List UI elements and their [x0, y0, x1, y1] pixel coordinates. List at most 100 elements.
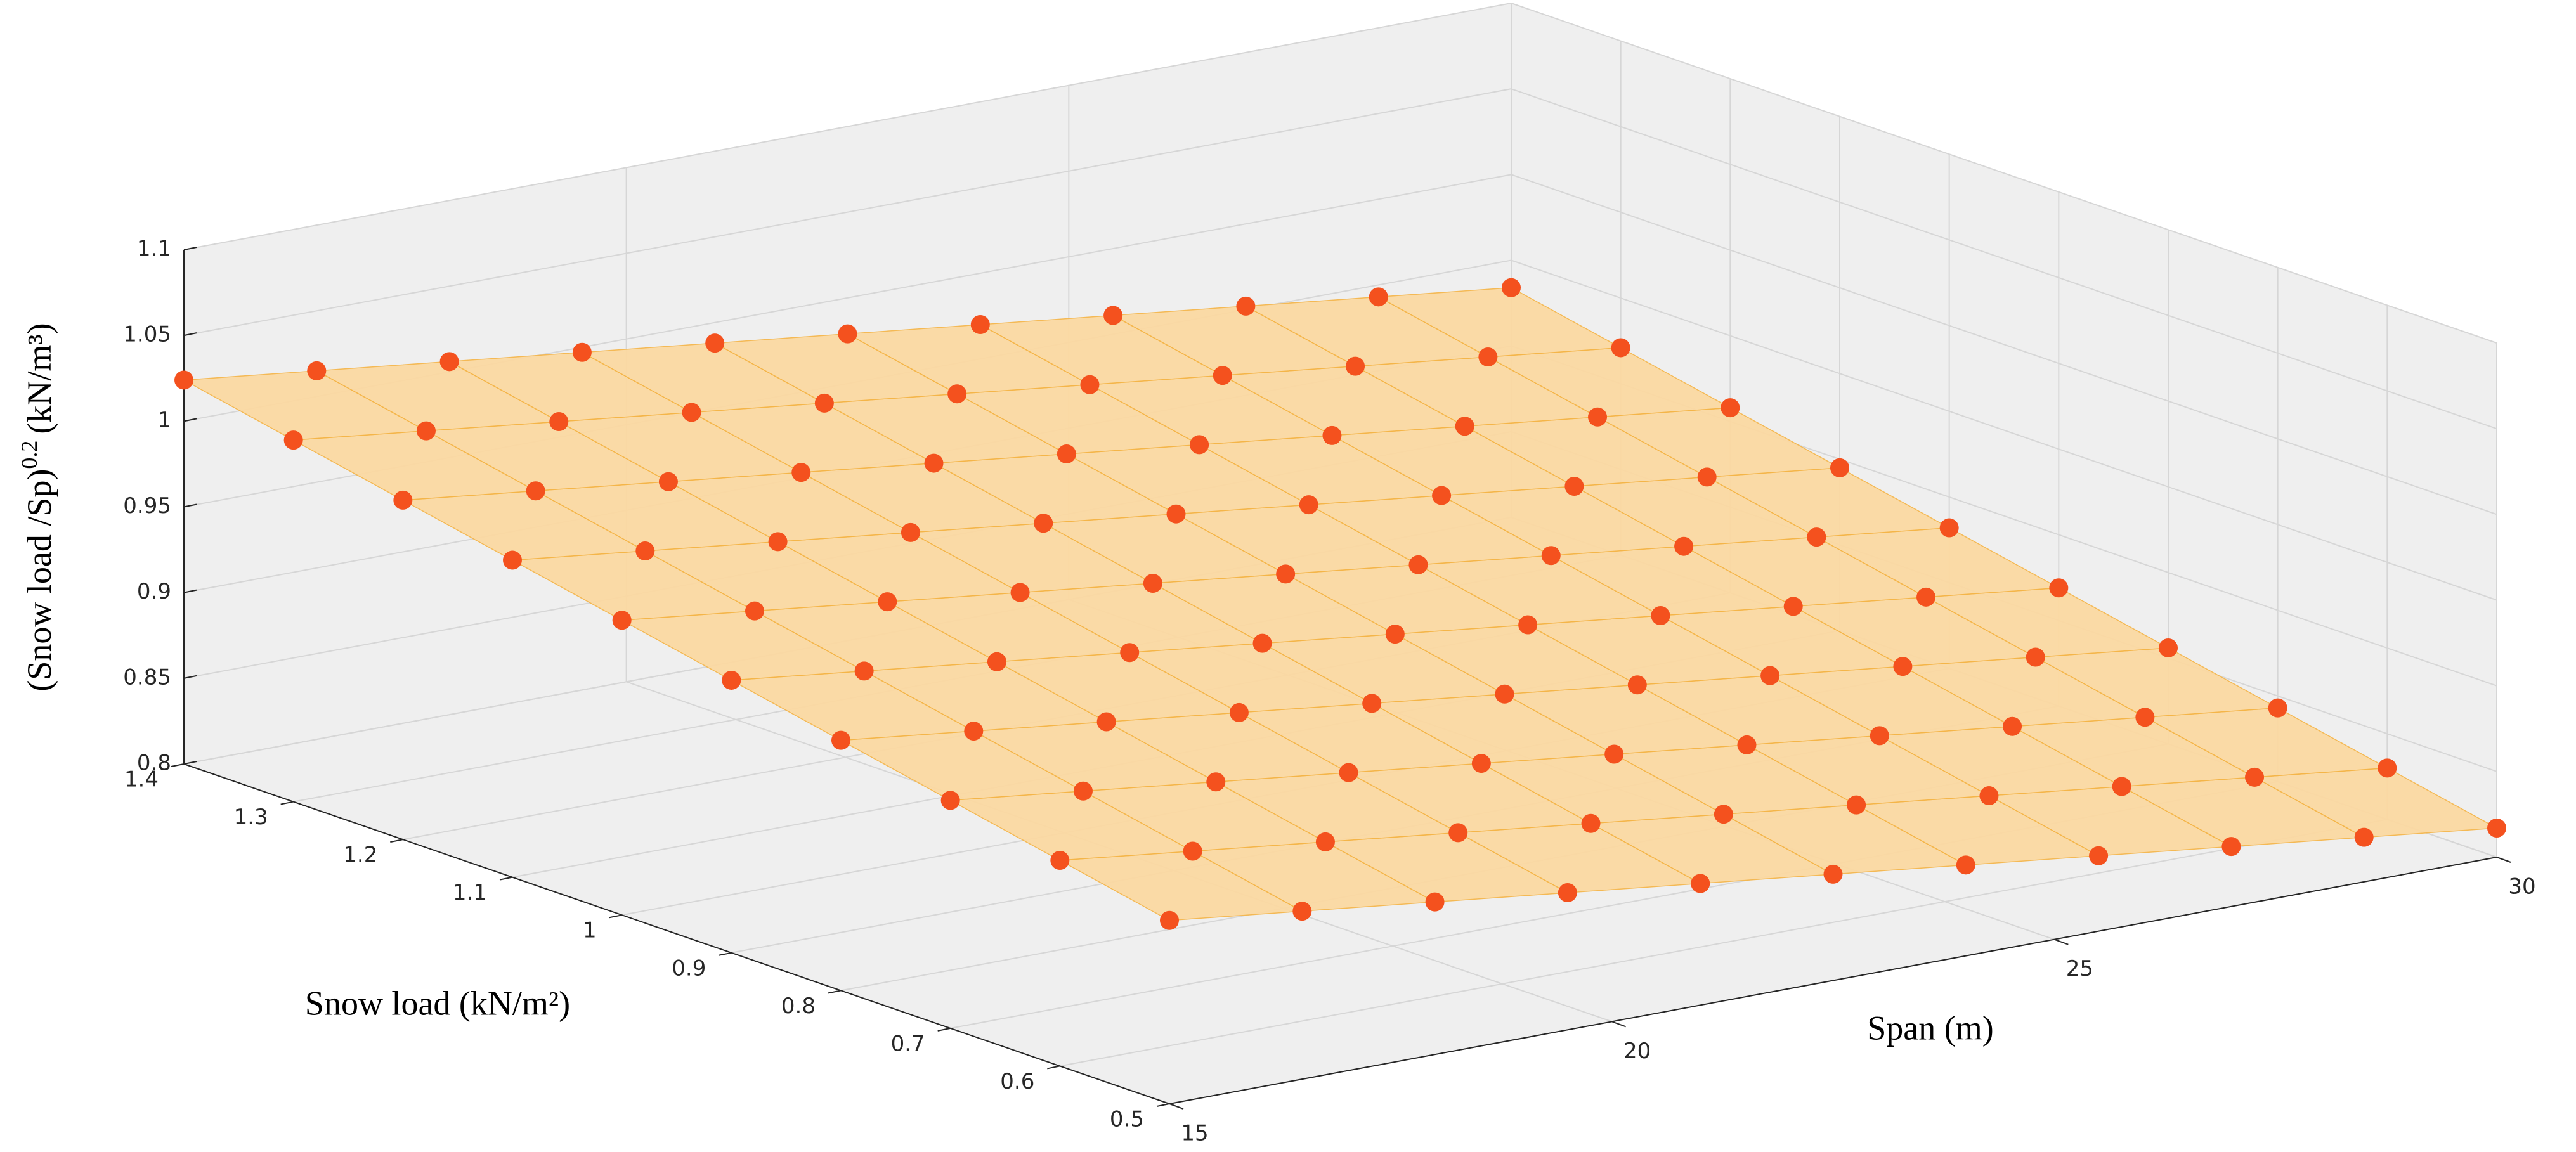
data-point — [1721, 398, 1740, 418]
tick-mark — [1169, 1103, 1184, 1110]
data-point — [1611, 338, 1630, 358]
z-tick-label: 1.1 — [137, 236, 171, 262]
tick-mark — [719, 952, 732, 956]
data-point — [1581, 813, 1601, 833]
data-point — [2026, 647, 2045, 667]
data-point — [987, 652, 1006, 671]
y-tick-label: 0.8 — [781, 993, 816, 1019]
data-point — [1651, 605, 1670, 625]
grid-line — [1060, 819, 2388, 1067]
data-point — [1213, 366, 1232, 385]
z-tick-label: 1.05 — [123, 322, 171, 347]
data-point — [1541, 546, 1561, 566]
data-point — [1103, 306, 1123, 325]
tick-mark — [390, 839, 403, 843]
z-tick-label: 1 — [157, 408, 171, 433]
data-point — [1057, 444, 1076, 464]
data-point — [2268, 698, 2287, 718]
data-point — [1979, 786, 1999, 806]
data-point — [2089, 846, 2109, 865]
tick-mark — [183, 675, 197, 679]
data-point — [1315, 832, 1335, 851]
data-point — [1956, 855, 1975, 875]
tick-mark — [280, 801, 294, 805]
data-point — [1339, 763, 1358, 782]
data-point — [791, 463, 811, 482]
z-axis-label: (Snow load /Sp)0.2 (kN/m³) — [16, 323, 58, 691]
data-point — [2112, 777, 2131, 796]
data-point — [1691, 874, 1710, 893]
x-tick-label: 30 — [2508, 874, 2535, 900]
z-tick-label: 0.85 — [123, 664, 171, 690]
grid-line — [1511, 174, 2497, 515]
tick-mark — [183, 503, 197, 508]
data-point — [1034, 514, 1053, 533]
data-point — [1050, 851, 1070, 870]
data-point — [970, 315, 990, 335]
data-point — [1760, 666, 1780, 685]
x-tick-label: 15 — [1181, 1121, 1208, 1146]
data-point — [768, 532, 788, 552]
data-point — [1518, 615, 1538, 635]
x-axis-label: Span (m) — [1867, 1009, 1993, 1047]
data-point — [1714, 805, 1733, 824]
axis-line — [1169, 857, 2497, 1104]
y-tick-label: 0.6 — [1000, 1069, 1034, 1094]
data-point — [1010, 583, 1030, 602]
data-point — [705, 333, 725, 353]
data-point — [1893, 657, 1913, 676]
data-point — [2003, 716, 2022, 736]
data-point — [1847, 795, 1866, 815]
tick-mark — [1156, 1103, 1170, 1107]
data-point — [1588, 407, 1608, 427]
data-point — [1206, 772, 1226, 792]
points — [174, 278, 2506, 930]
z-axis-label-text: (Snow load /Sp) — [20, 469, 58, 692]
data-point — [307, 361, 327, 380]
tick-mark — [499, 876, 513, 881]
data-point — [1502, 278, 1521, 297]
data-point — [1478, 347, 1498, 367]
data-point — [831, 730, 850, 750]
data-point — [2378, 758, 2397, 778]
data-point — [658, 472, 678, 491]
data-point — [2487, 819, 2506, 838]
data-point — [1432, 486, 1452, 505]
data-point — [1252, 633, 1272, 653]
data-point — [1564, 476, 1584, 496]
data-point — [1455, 417, 1474, 436]
data-point — [1916, 587, 1936, 607]
data-point — [1236, 296, 1256, 316]
data-point — [878, 592, 897, 612]
y-axis-label: Snow load (kN/m²) — [305, 984, 570, 1022]
data-point — [1166, 504, 1186, 524]
data-point — [1448, 823, 1468, 843]
z-tick-label: 0.9 — [137, 579, 171, 604]
data-point — [2135, 708, 2155, 727]
data-point — [1697, 467, 1717, 487]
data-point — [2159, 638, 2178, 657]
data-point — [1385, 625, 1405, 644]
data-point — [838, 324, 857, 344]
data-point — [1627, 675, 1647, 695]
data-point — [1346, 356, 1365, 376]
data-point — [1143, 573, 1162, 593]
tick-mark — [171, 763, 185, 767]
data-point — [572, 342, 592, 362]
data-point — [1939, 518, 1959, 538]
data-point — [1183, 841, 1202, 861]
data-point — [901, 522, 920, 542]
data-point — [2049, 578, 2069, 598]
data-point — [1190, 435, 1209, 455]
z-axis-label-exponent: 0.2 — [16, 441, 42, 469]
data-point — [1807, 527, 1826, 547]
tick-mark — [1047, 1065, 1060, 1070]
data-point — [1096, 712, 1116, 732]
tick-mark — [183, 761, 197, 765]
grid-line — [1511, 3, 2497, 344]
y-tick-label: 1 — [583, 918, 597, 943]
data-point — [439, 352, 459, 372]
grid-line — [183, 88, 1512, 337]
data-point — [2221, 837, 2241, 857]
